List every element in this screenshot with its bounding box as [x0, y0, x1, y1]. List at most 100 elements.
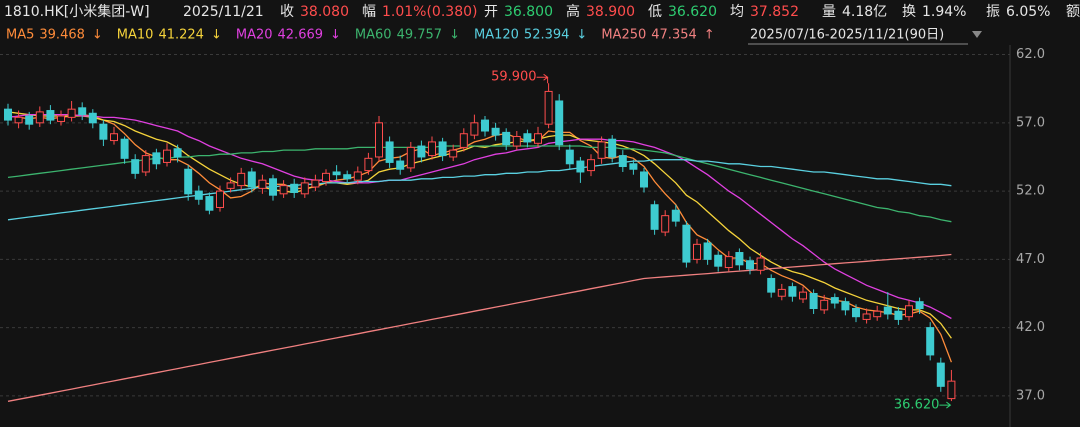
candle-body — [661, 215, 670, 233]
stat-value: 36.620 — [668, 4, 717, 20]
legend-name[interactable]: MA10 — [117, 28, 154, 43]
legend-value[interactable]: 39.468 — [39, 28, 85, 43]
stat-value: 37.852 — [750, 4, 799, 20]
legend-value[interactable]: 52.394 — [524, 28, 570, 43]
candle-body — [597, 141, 606, 159]
min-label: 36.620 — [894, 398, 940, 413]
legend-arrow[interactable]: ↓ — [449, 28, 460, 43]
candle-body — [237, 172, 246, 187]
candle-body — [332, 171, 341, 176]
candle-body — [110, 133, 118, 142]
candle-body — [120, 138, 129, 159]
candle-body — [894, 310, 903, 320]
stat-label: 均 — [730, 4, 744, 20]
ma-line — [7, 253, 952, 402]
legend-value[interactable]: 41.224 — [158, 28, 204, 43]
legend-name[interactable]: MA120 — [474, 28, 519, 43]
candle-body — [449, 149, 458, 158]
candle-body — [830, 297, 839, 304]
candle-body — [947, 380, 956, 400]
candle-body — [873, 310, 882, 318]
candle-body — [35, 111, 44, 124]
stat-value: 38.900 — [586, 4, 635, 20]
candle-body — [184, 168, 193, 195]
y-tick-label: 37.0 — [1016, 388, 1045, 403]
candle-body — [587, 159, 595, 172]
candle-body — [99, 123, 108, 140]
candle-body — [226, 182, 235, 189]
y-tick-label: 42.0 — [1016, 320, 1045, 335]
legend-value[interactable]: 47.354 — [651, 28, 697, 43]
candle-body — [247, 171, 256, 188]
legend-arrow[interactable]: ↓ — [576, 28, 587, 43]
legend-name[interactable]: MA250 — [601, 28, 646, 43]
candle-body — [915, 301, 924, 310]
legend-arrow[interactable]: ↑ — [704, 28, 715, 43]
candle-body — [926, 327, 935, 356]
y-tick-label: 62.0 — [1016, 47, 1045, 62]
candle-body — [375, 122, 383, 158]
candle-body — [735, 252, 744, 266]
candle-body — [88, 112, 97, 124]
stat-label: 开 — [484, 4, 498, 20]
legend-value[interactable]: 42.669 — [278, 28, 324, 43]
min-arrow — [939, 401, 952, 409]
candle-body — [279, 185, 288, 195]
stock-title: 1810.HK[小米集团-W] — [4, 3, 150, 20]
max-arrow — [536, 73, 549, 84]
y-tick-label: 47.0 — [1016, 252, 1045, 267]
stat-value: 1.94% — [922, 4, 966, 20]
legend-name[interactable]: MA60 — [355, 28, 392, 43]
candle-body — [481, 119, 489, 132]
candle-body — [4, 108, 12, 121]
candle-body — [152, 152, 161, 165]
legend-name[interactable]: MA5 — [6, 28, 34, 43]
candle-body — [883, 306, 892, 315]
dropdown-icon[interactable] — [972, 31, 982, 38]
candle-body — [46, 110, 55, 121]
candle-body — [417, 145, 426, 158]
stat-value: 4.18亿 — [842, 4, 887, 20]
ma-line — [7, 111, 952, 339]
candle-body — [311, 179, 320, 188]
candle-body — [703, 242, 712, 260]
candle-body — [767, 277, 776, 293]
stat-label: 额 — [1066, 4, 1080, 20]
candle-body — [364, 157, 373, 172]
stat-label: 收 — [280, 4, 294, 20]
candle-body — [534, 133, 542, 144]
candle-body — [693, 243, 701, 260]
y-tick-label: 52.0 — [1016, 184, 1045, 199]
stat-value: 36.800 — [504, 4, 553, 20]
candle-body — [523, 133, 532, 143]
stat-label: 高 — [566, 3, 580, 20]
candle-body — [724, 256, 733, 269]
candle-body — [14, 116, 23, 124]
legend-arrow[interactable]: ↓ — [92, 28, 103, 43]
legend-arrow[interactable]: ↓ — [211, 28, 222, 43]
candle-body — [290, 183, 299, 193]
candle-body — [502, 131, 511, 146]
stat-label: 量 — [822, 4, 836, 20]
candle-body — [809, 292, 818, 310]
candle-body — [205, 196, 214, 211]
candle-body — [714, 254, 723, 267]
candle-body — [608, 138, 617, 158]
legend-arrow[interactable]: ↓ — [330, 28, 341, 43]
candle-body — [629, 163, 638, 170]
max-label: 59.900 — [491, 70, 537, 85]
date: 2025/11/21 — [183, 4, 264, 20]
stat-label: 幅 — [362, 4, 376, 20]
candle-body — [459, 133, 468, 148]
candle-body — [618, 155, 627, 168]
candle-body — [565, 149, 574, 165]
legend-name[interactable]: MA20 — [236, 28, 273, 43]
candle-body — [322, 172, 330, 183]
candle-body — [258, 179, 267, 189]
candle-body — [343, 174, 352, 180]
stat-label: 振 — [986, 4, 1000, 20]
legend-value[interactable]: 49.757 — [397, 28, 443, 43]
range-selector[interactable]: 2025/07/16-2025/11/21(90日) — [750, 28, 944, 43]
